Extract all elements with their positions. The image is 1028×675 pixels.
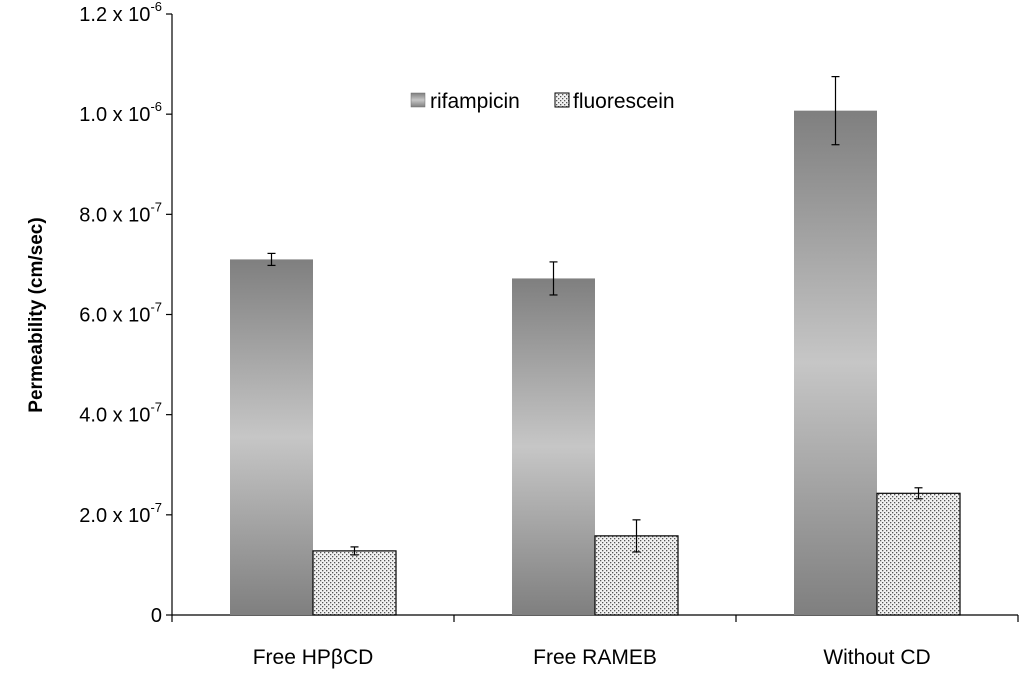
legend-label-rifampicin: rifampicin [430,90,520,113]
error-bar-fluorescein [632,519,641,553]
legend: rifampicin fluorescein [410,90,675,113]
y-tick-label: 0 [151,605,162,627]
y-tick-label: 1.2 x 10-6 [79,0,162,26]
bar-rifampicin [230,259,313,615]
bar-fluorescein [312,550,397,616]
y-tick-label: 1.0 x 10-6 [79,99,162,126]
y-tick-labels: 0 2.0 x 10-7 4.0 x 10-7 6.0 x 10-7 8.0 x 10-… [79,0,162,627]
error-bar-rifampicin [267,252,276,267]
legend-label-fluorescein: fluorescein [573,90,675,113]
bar-fluorescein [876,492,961,616]
error-bar-fluorescein [350,546,359,556]
x-category-labels: Free HPβCD Free RAMEB Without CD [253,646,931,669]
error-bars [267,76,923,556]
bar-rifampicin [512,278,595,615]
y-axis-label: Permeability (cm/sec) [26,217,47,412]
x-category-label: Without CD [823,646,930,669]
y-tick-label: 8.0 x 10-7 [79,199,162,226]
bar-rifampicin [794,110,877,616]
bars [230,110,961,616]
error-bar-rifampicin [831,76,840,146]
y-tick-label: 2.0 x 10-7 [79,500,162,527]
legend-swatch-rifampicin [410,92,426,108]
x-category-label: Free RAMEB [533,646,657,669]
error-bar-fluorescein [914,487,923,500]
y-tick-label: 4.0 x 10-7 [79,400,162,427]
y-tick-label: 6.0 x 10-7 [79,300,162,327]
error-bar-rifampicin [549,261,558,296]
legend-swatch-fluorescein [554,92,570,108]
x-category-label: Free HPβCD [253,646,374,669]
